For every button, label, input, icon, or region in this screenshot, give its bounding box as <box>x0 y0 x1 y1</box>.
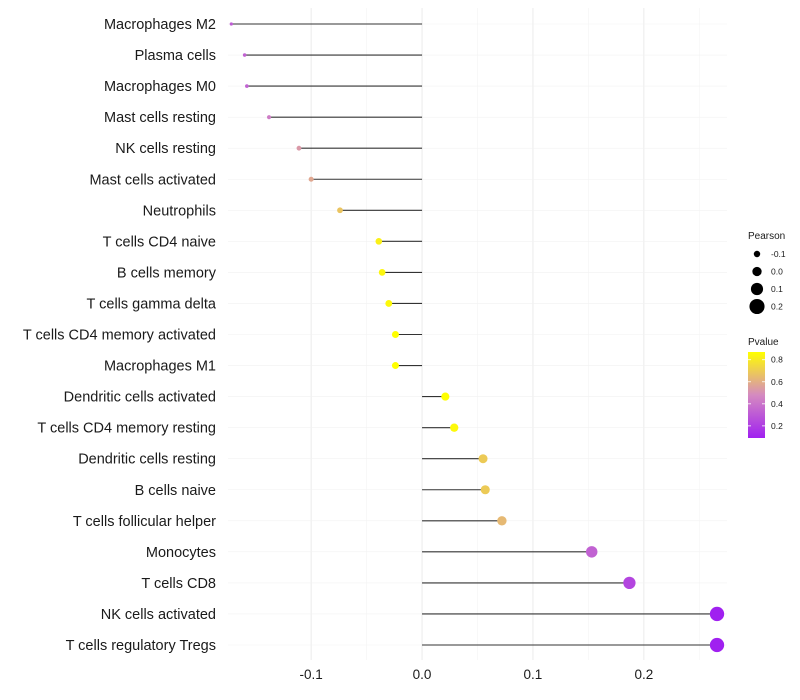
category-label: T cells regulatory Tregs <box>66 638 216 654</box>
category-label: T cells follicular helper <box>73 514 216 530</box>
category-label: Monocytes <box>146 545 216 561</box>
category-label: Dendritic cells resting <box>78 452 216 468</box>
size-legend-label: 0.0 <box>771 267 783 277</box>
lollipop-point <box>242 53 247 57</box>
lollipop-point <box>478 454 488 464</box>
size-legend-key <box>749 298 765 315</box>
color-legend-label: 0.4 <box>771 399 783 409</box>
size-legend-label: -0.1 <box>771 249 786 259</box>
category-label: Macrophages M0 <box>104 79 216 95</box>
lollipop-point <box>391 362 399 370</box>
lollipop-point <box>229 22 233 26</box>
category-label: Plasma cells <box>135 48 216 64</box>
category-label: NK cells activated <box>101 607 216 623</box>
size-legend-title: Pearson <box>748 231 785 242</box>
lollipop-point <box>450 423 459 432</box>
category-label: T cells CD4 memory resting <box>37 421 216 437</box>
lollipop-point <box>497 516 507 526</box>
category-label: Neutrophils <box>143 203 216 219</box>
category-label: NK cells resting <box>115 141 216 157</box>
x-tick-label: -0.1 <box>300 667 323 682</box>
category-label: Mast cells activated <box>89 172 216 188</box>
category-label: Macrophages M2 <box>104 17 216 33</box>
category-label: B cells naive <box>135 483 216 499</box>
category-label: B cells memory <box>117 265 217 281</box>
lollipop-point <box>441 392 450 401</box>
lollipop-point <box>378 269 386 276</box>
color-legend-label: 0.6 <box>771 377 783 387</box>
lollipop-point <box>709 637 725 653</box>
color-legend-label: 0.8 <box>771 355 783 365</box>
lollipop-point <box>623 576 636 590</box>
size-legend-key <box>753 250 761 258</box>
color-legend-label: 0.2 <box>771 421 783 431</box>
lollipop-point <box>308 176 314 182</box>
lollipop-point <box>266 115 272 120</box>
lollipop-point <box>337 207 343 214</box>
color-legend-title: Pvalue <box>748 337 779 348</box>
lollipop-point <box>296 145 302 151</box>
lollipop-point <box>375 238 383 245</box>
x-tick-label: 0.0 <box>413 667 432 682</box>
lollipop-point <box>245 84 249 88</box>
lollipop-point <box>480 485 490 495</box>
lollipop-point <box>585 546 598 558</box>
size-legend-key <box>752 266 762 277</box>
category-label: T cells gamma delta <box>87 296 217 312</box>
category-label: T cells CD4 memory activated <box>23 328 216 344</box>
lollipop-point <box>391 330 399 339</box>
category-label: Dendritic cells activated <box>64 390 216 406</box>
lollipop-point <box>709 606 725 622</box>
size-legend-key <box>750 282 764 296</box>
category-label: T cells CD4 naive <box>103 234 216 250</box>
grid-lines <box>228 8 727 660</box>
x-tick-label: 0.1 <box>524 667 543 682</box>
color-legend-bar <box>748 352 765 438</box>
size-legend-label: 0.1 <box>771 284 783 294</box>
category-label: Mast cells resting <box>104 110 216 126</box>
category-label: T cells CD8 <box>141 576 216 592</box>
lollipop-point <box>385 300 393 307</box>
x-tick-label: 0.2 <box>634 667 653 682</box>
size-legend-label: 0.2 <box>771 302 783 312</box>
category-label: Macrophages M1 <box>104 359 216 375</box>
